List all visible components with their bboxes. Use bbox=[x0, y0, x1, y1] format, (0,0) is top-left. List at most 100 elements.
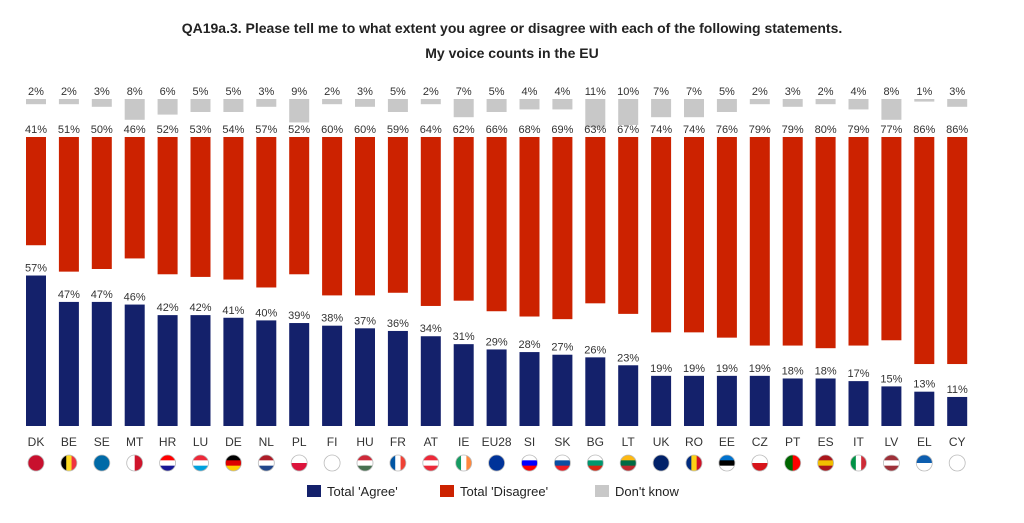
label-dontknow: 2% bbox=[423, 86, 439, 98]
bar-dontknow bbox=[223, 99, 244, 112]
category-label: EL bbox=[917, 435, 932, 449]
label-agree: 18% bbox=[815, 365, 837, 377]
bar-dontknow bbox=[585, 99, 606, 128]
bar-chart: 2% 41% 57% DK 2% 51% 47% BE 3% 50% 47% SE 8% 46% 46% MT… bbox=[25, 86, 968, 472]
label-dontknow: 1% bbox=[916, 86, 932, 98]
bar-dontknow bbox=[157, 99, 178, 115]
label-dontknow: 3% bbox=[949, 86, 965, 98]
bar-disagree bbox=[289, 137, 310, 275]
label-disagree: 64% bbox=[420, 124, 442, 136]
legend-item-dontknow: Don't know bbox=[595, 482, 679, 500]
category-label: BE bbox=[61, 435, 77, 449]
lv-flag-icon bbox=[883, 454, 900, 472]
label-disagree: 60% bbox=[321, 124, 343, 136]
bar-dontknow bbox=[387, 99, 408, 112]
label-dontknow: 3% bbox=[94, 86, 110, 98]
uk-flag-icon bbox=[652, 454, 670, 472]
category-label: BG bbox=[587, 435, 604, 449]
category-label: FI bbox=[327, 435, 338, 449]
category-label: PT bbox=[785, 435, 801, 449]
label-dontknow: 5% bbox=[225, 86, 241, 98]
label-agree: 40% bbox=[255, 307, 277, 319]
bar-dontknow bbox=[815, 99, 836, 105]
de-flag-icon bbox=[224, 454, 242, 472]
bar-disagree bbox=[355, 137, 375, 296]
label-agree: 47% bbox=[58, 289, 80, 301]
bar-dontknow bbox=[947, 99, 968, 107]
label-dontknow: 9% bbox=[291, 86, 307, 98]
bar-agree bbox=[387, 330, 408, 426]
bar-agree bbox=[256, 320, 277, 426]
label-dontknow: 6% bbox=[160, 86, 176, 98]
label-disagree: 63% bbox=[584, 124, 606, 136]
bar-dontknow bbox=[322, 99, 343, 105]
bar-agree bbox=[585, 357, 606, 426]
bar-dontknow bbox=[190, 99, 211, 112]
bar-disagree bbox=[124, 137, 145, 259]
sk-flag-icon bbox=[554, 454, 571, 472]
bar-disagree bbox=[914, 137, 935, 365]
label-agree: 46% bbox=[124, 292, 146, 304]
label-agree: 28% bbox=[518, 339, 540, 351]
label-dontknow: 7% bbox=[456, 86, 472, 98]
label-dontknow: 2% bbox=[818, 86, 834, 98]
label-disagree: 57% bbox=[255, 124, 277, 136]
label-disagree: 54% bbox=[222, 124, 244, 136]
category-label: DE bbox=[225, 435, 242, 449]
label-dontknow: 5% bbox=[193, 86, 209, 98]
label-dontknow: 4% bbox=[522, 86, 538, 98]
label-agree: 29% bbox=[486, 336, 508, 348]
bar-disagree bbox=[815, 137, 836, 349]
category-label: SI bbox=[524, 435, 535, 449]
label-dontknow: 4% bbox=[851, 86, 867, 98]
chart-title: QA19a.3. Please tell me to what extent y… bbox=[181, 20, 843, 36]
label-dontknow: 8% bbox=[883, 86, 899, 98]
bar-disagree bbox=[848, 137, 869, 346]
label-dontknow: 10% bbox=[617, 86, 639, 98]
lt-flag-icon bbox=[619, 454, 637, 472]
bar-dontknow bbox=[914, 99, 935, 102]
label-disagree: 86% bbox=[913, 124, 935, 136]
category-label: SK bbox=[554, 435, 570, 449]
label-disagree: 66% bbox=[486, 124, 508, 136]
bar-agree bbox=[749, 375, 770, 426]
bar-disagree bbox=[881, 137, 902, 341]
label-agree: 37% bbox=[354, 315, 376, 327]
bar-agree bbox=[947, 396, 968, 426]
label-dontknow: 2% bbox=[324, 86, 340, 98]
label-agree: 15% bbox=[880, 373, 902, 385]
bar-dontknow bbox=[716, 99, 737, 112]
bar-disagree bbox=[651, 137, 672, 333]
bar-dontknow bbox=[684, 99, 704, 118]
bar-dontknow bbox=[256, 99, 277, 107]
bar-disagree bbox=[684, 137, 704, 333]
label-agree: 27% bbox=[551, 342, 573, 354]
bar-disagree bbox=[585, 137, 606, 304]
bar-dontknow bbox=[355, 99, 375, 107]
bar-agree bbox=[91, 301, 112, 426]
legend-item-disagree: Total 'Disagree' bbox=[440, 482, 548, 500]
bar-agree bbox=[355, 328, 375, 426]
bar-agree bbox=[58, 301, 79, 426]
label-dontknow: 3% bbox=[258, 86, 274, 98]
bar-agree bbox=[223, 317, 244, 426]
bar-agree bbox=[881, 386, 902, 426]
label-agree: 18% bbox=[782, 365, 804, 377]
bar-disagree bbox=[486, 137, 507, 312]
label-disagree: 51% bbox=[58, 124, 80, 136]
category-label: LV bbox=[885, 435, 899, 449]
label-dontknow: 2% bbox=[752, 86, 768, 98]
bar-dontknow bbox=[91, 99, 112, 107]
label-agree: 31% bbox=[453, 331, 475, 343]
bar-dontknow bbox=[453, 99, 474, 118]
label-agree: 41% bbox=[222, 305, 244, 317]
label-agree: 11% bbox=[947, 384, 968, 396]
label-disagree: 59% bbox=[387, 124, 409, 136]
label-agree: 39% bbox=[288, 310, 310, 322]
label-disagree: 74% bbox=[683, 124, 705, 136]
label-agree: 38% bbox=[321, 313, 343, 325]
pl-flag-icon bbox=[290, 454, 308, 472]
se-flag-icon bbox=[93, 454, 111, 472]
label-agree: 13% bbox=[913, 379, 935, 391]
label-dontknow: 3% bbox=[785, 86, 801, 98]
